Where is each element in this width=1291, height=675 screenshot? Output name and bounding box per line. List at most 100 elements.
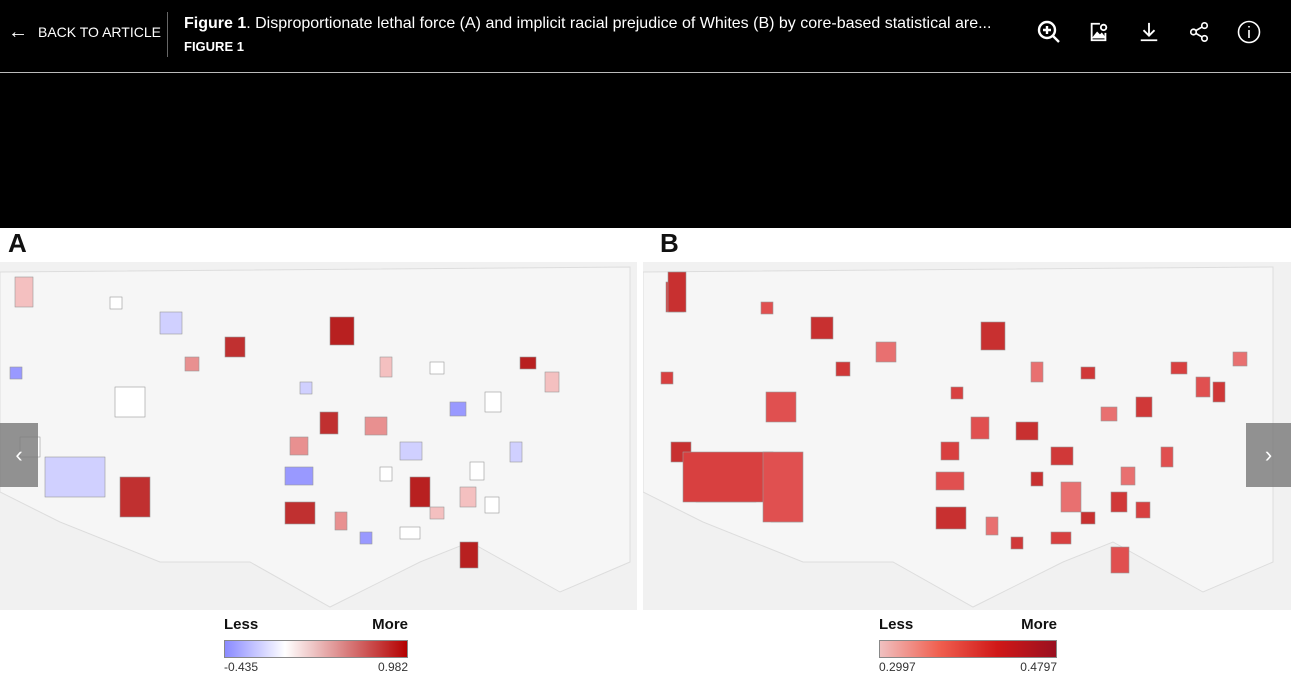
cbsa-region [159,311,183,335]
cbsa-region [1120,466,1136,486]
cbsa-region [459,486,477,508]
cbsa-region [469,461,485,481]
info-icon[interactable] [1237,20,1261,44]
us-land [643,266,1274,608]
cbsa-region [1135,501,1151,519]
figure-subtitle: FIGURE 1 [184,39,244,54]
cbsa-region [289,436,309,456]
cbsa-region [660,371,674,385]
cbsa-region [1050,531,1072,545]
legend-less: Less [879,616,914,633]
cbsa-region [1212,381,1226,403]
cbsa-region [1050,446,1074,466]
us-land [0,266,631,608]
cbsa-region [875,341,897,363]
cbsa-region [1015,421,1039,441]
legend-less: Less [224,616,259,633]
cbsa-region [359,531,373,545]
next-figure-button[interactable]: › [1246,423,1291,487]
cbsa-region [449,401,467,417]
legend-max: 0.4797 [1020,660,1057,674]
zoom-in-icon[interactable] [1037,20,1061,44]
figure-title-bold: Figure 1 [184,15,247,32]
cbsa-region [14,276,34,308]
cbsa-region [114,386,146,418]
cbsa-region [119,476,151,518]
map-panel-a [0,262,637,610]
cbsa-region [459,541,479,569]
cbsa-region [109,296,123,310]
cbsa-region [44,456,106,498]
cbsa-region [399,526,421,540]
cbsa-region [364,416,388,436]
cbsa-region [985,516,999,536]
cbsa-region [284,466,314,486]
cbsa-region [682,451,774,503]
cbsa-region [935,471,965,491]
panel-a-label: A [8,228,27,258]
cbsa-region [9,366,23,380]
cbsa-region [224,336,246,358]
cbsa-region [409,476,431,508]
cbsa-region [1060,481,1082,513]
back-label: BACK TO ARTICLE [38,24,161,40]
viewer-header: ← BACK TO ARTICLE Figure 1. Disproportion… [0,0,1291,73]
cbsa-region [765,391,797,423]
legend-min: -0.435 [224,660,259,674]
cbsa-region [980,321,1006,351]
divider [167,12,168,57]
cbsa-region [760,301,774,315]
cbsa-region [1100,406,1118,422]
image-info-icon[interactable] [1087,20,1111,44]
cbsa-region [667,271,687,313]
arrow-left-icon: ← [8,21,28,43]
cbsa-region [519,356,537,370]
panel-b-label: B [660,228,679,258]
cbsa-region [544,371,560,393]
download-icon[interactable] [1137,20,1161,44]
cbsa-region [1030,471,1044,487]
cbsa-region [810,316,834,340]
cbsa-region [184,356,200,372]
cbsa-region [970,416,990,440]
cbsa-region [762,451,804,523]
cbsa-region [1170,361,1188,375]
cbsa-region [319,411,339,435]
cbsa-region [1110,546,1130,574]
cbsa-region [509,441,523,463]
cbsa-region [1232,351,1248,367]
cbsa-region [1195,376,1211,398]
previous-figure-button[interactable]: ‹ [0,423,38,487]
cbsa-region [935,506,967,530]
legend-min: 0.2997 [879,660,916,674]
cbsa-region [1160,446,1174,468]
cbsa-region [329,316,355,346]
legend-max: 0.982 [377,660,408,674]
cbsa-region [484,496,500,514]
cbsa-region [284,501,316,525]
color-scale-bar [224,640,408,658]
figure-title: Figure 1. Disproportionate lethal force … [184,15,1029,33]
cbsa-region [1080,511,1096,525]
map-panel-b [643,262,1291,610]
cbsa-region [399,441,423,461]
cbsa-region [940,441,960,461]
legend-more: More [372,616,408,633]
share-icon[interactable] [1187,20,1211,44]
cbsa-region [1080,366,1096,380]
cbsa-region [950,386,964,400]
cbsa-region [835,361,851,377]
color-scale-bar [879,640,1057,658]
cbsa-region [429,361,445,375]
cbsa-region [334,511,348,531]
figure-title-text: . Disproportionate lethal force (A) and … [246,15,992,32]
cbsa-region [429,506,445,520]
cbsa-region [484,391,502,413]
cbsa-region [1010,536,1024,550]
back-to-article-link[interactable]: ← BACK TO ARTICLE [8,21,161,43]
legend-more: More [1021,616,1057,633]
cbsa-region [1135,396,1153,418]
cbsa-region [379,356,393,378]
cbsa-region [1030,361,1044,383]
cbsa-region [299,381,313,395]
